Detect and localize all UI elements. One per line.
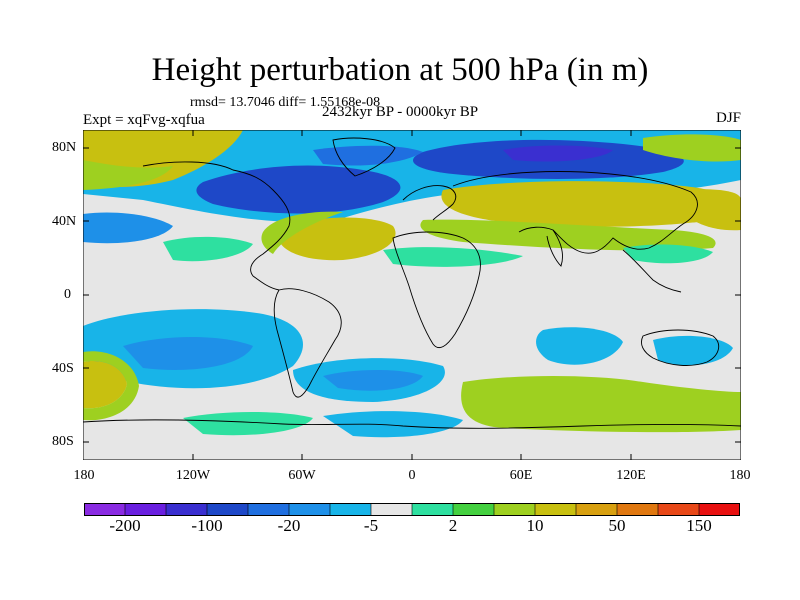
lon-label-60w: 60W bbox=[288, 468, 316, 483]
coast-europe bbox=[402, 185, 457, 221]
field-north-america-deep bbox=[196, 165, 401, 214]
colorbar-label-m20: -20 bbox=[277, 516, 301, 535]
coast-africa bbox=[392, 231, 481, 348]
period-label: 2432kyr BP - 0000kyr BP bbox=[322, 104, 479, 120]
lon-label-180e: 180 bbox=[729, 468, 751, 483]
colorbar-cell bbox=[657, 503, 700, 516]
experiment-label: Expt = xqFvg-xqfua bbox=[83, 112, 205, 128]
field-eurasia-ridge bbox=[441, 181, 741, 227]
lon-label-60e: 60E bbox=[509, 468, 533, 483]
field-antarctic-green-west bbox=[183, 412, 313, 436]
lon-label-0: 0 bbox=[408, 468, 416, 483]
colorbar-cell bbox=[616, 503, 659, 516]
rmsd-stat: rmsd= 13.7046 diff= 1.55168e-08 bbox=[190, 95, 381, 110]
field-south-pacific-core bbox=[123, 337, 253, 370]
lat-label-40n: 40N bbox=[52, 214, 77, 229]
colorbar-cell bbox=[206, 503, 249, 516]
lon-label-180w: 180 bbox=[73, 468, 95, 483]
colorbar-label-m100: -100 bbox=[191, 516, 223, 535]
colorbar-cell bbox=[575, 503, 618, 516]
season-label: DJF bbox=[715, 110, 741, 126]
field-eastpac-green bbox=[643, 134, 741, 162]
map-ticks bbox=[83, 130, 741, 460]
colorbar-cell bbox=[288, 503, 331, 516]
colorbar-cell bbox=[698, 503, 740, 516]
field-pacific-yellow-west bbox=[683, 189, 741, 231]
lat-label-40s: 40S bbox=[52, 361, 74, 376]
field-atlantic-ridge-edge bbox=[261, 211, 343, 254]
field-south-atlantic-core bbox=[323, 370, 423, 391]
coast-india bbox=[546, 229, 564, 267]
colorbar-cell bbox=[329, 503, 372, 516]
colorbar-cell bbox=[370, 503, 413, 516]
field-eurasia-ridge-south bbox=[420, 219, 716, 251]
coast-southeast-asia bbox=[622, 249, 682, 293]
field-antarctic-cyan bbox=[323, 411, 463, 438]
colorbar-cell bbox=[84, 503, 126, 516]
height-perturbation-map bbox=[83, 130, 741, 460]
lat-label-eq: 0 bbox=[64, 287, 71, 302]
field-atlantic-ridge bbox=[277, 217, 396, 261]
field-siberia-core bbox=[503, 145, 613, 162]
field-antarctic-green bbox=[461, 376, 741, 433]
coast-australia bbox=[641, 329, 720, 366]
lat-label-80s: 80S bbox=[52, 434, 74, 449]
lat-label-80n: 80N bbox=[52, 140, 77, 155]
colorbar-cell bbox=[247, 503, 290, 516]
lon-label-120w: 120W bbox=[175, 468, 211, 483]
map-panel bbox=[83, 130, 741, 460]
colorbar-label-150: 150 bbox=[686, 516, 712, 535]
colorbar-cell bbox=[452, 503, 495, 516]
colorbar-label-10: 10 bbox=[526, 516, 544, 535]
colorbar-cell bbox=[165, 503, 208, 516]
colorbar-label-2: 2 bbox=[448, 516, 458, 535]
colorbar-cell bbox=[124, 503, 167, 516]
coast-asia bbox=[452, 171, 698, 254]
field-north-pacific-blue bbox=[83, 212, 173, 244]
field-south-pacific-yellow bbox=[83, 360, 127, 409]
field-indian-ocean-blue bbox=[536, 327, 623, 365]
field-pacific-green bbox=[83, 160, 173, 190]
coast-greenland bbox=[332, 137, 396, 177]
colorbar-label-m200: -200 bbox=[109, 516, 141, 535]
field-tropical-green-west bbox=[163, 236, 253, 262]
coast-south-america bbox=[273, 288, 342, 398]
colorbar-cell bbox=[493, 503, 536, 516]
coast-antarctica bbox=[83, 419, 741, 429]
colorbar-cell bbox=[534, 503, 577, 516]
colorbar-label-m5: -5 bbox=[363, 516, 379, 535]
lon-label-120e: 120E bbox=[616, 468, 646, 483]
coastlines bbox=[83, 137, 741, 429]
coast-north-america bbox=[142, 161, 291, 291]
colorbar-cell bbox=[411, 503, 454, 516]
map-title: Height perturbation at 500 hPa (in m) bbox=[151, 52, 649, 88]
colorbar-label-50: 50 bbox=[608, 516, 626, 535]
field-central-asia-green bbox=[383, 247, 523, 267]
colorbar bbox=[84, 503, 740, 516]
field-south-pacific-yellow-edge bbox=[83, 351, 139, 421]
